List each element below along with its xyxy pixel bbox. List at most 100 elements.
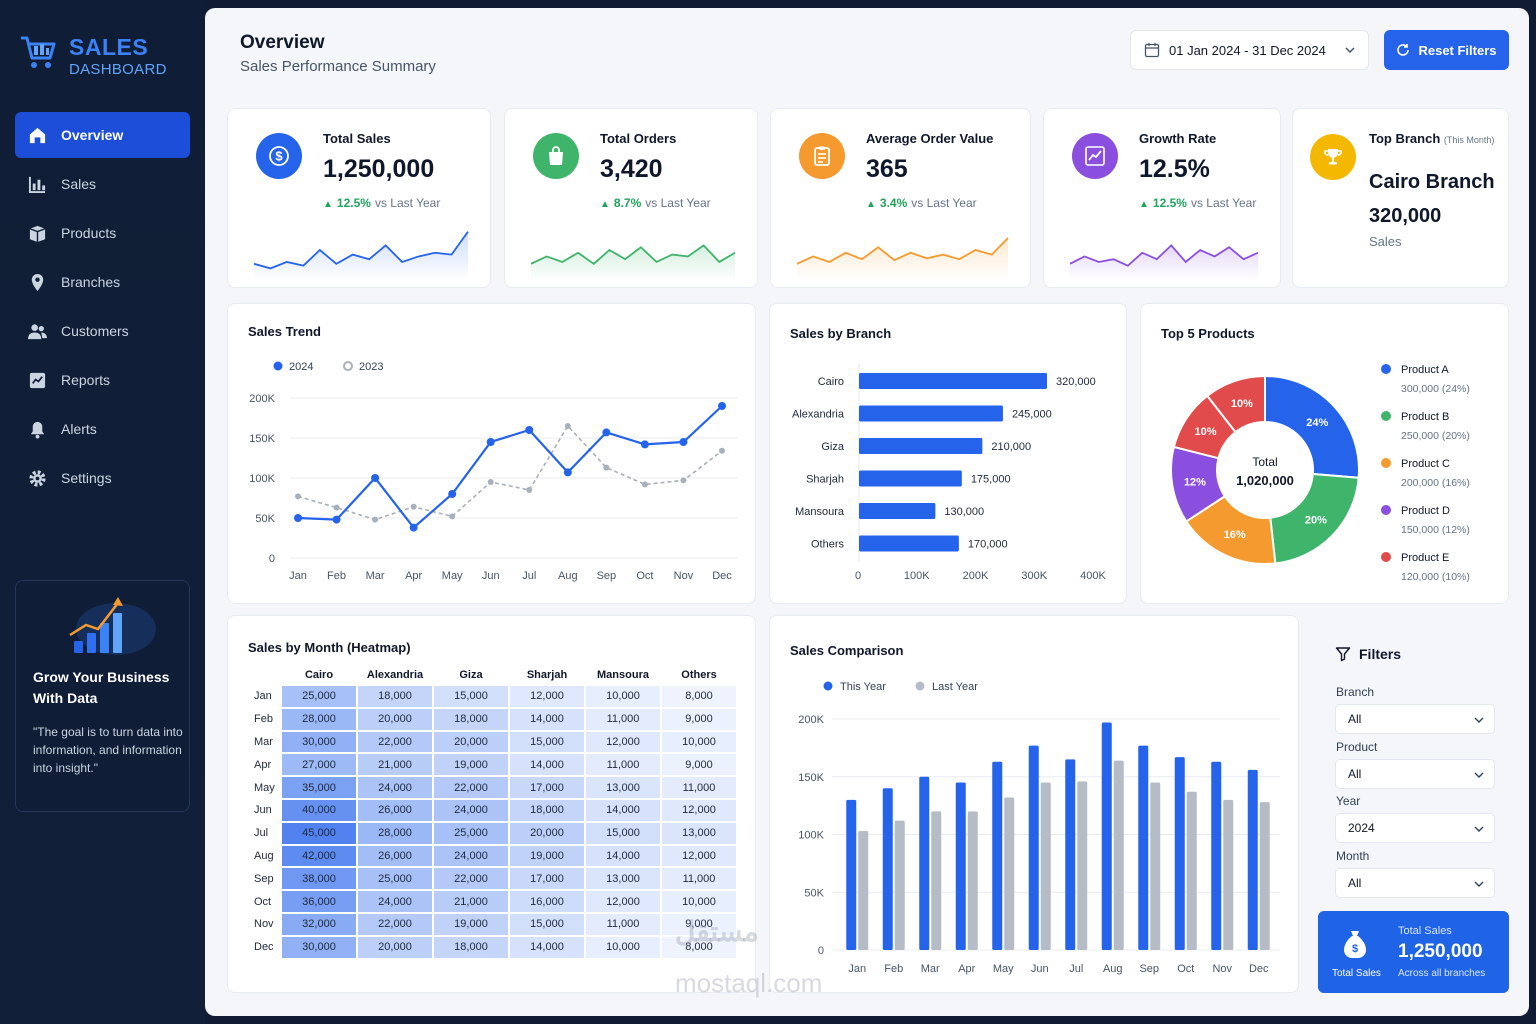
- heatmap-cell: 22,000: [434, 868, 508, 890]
- category-label: Mansoura: [795, 506, 845, 518]
- heatmap-card: Sales by Month (Heatmap) Cairo Alexandria…: [227, 615, 756, 993]
- heatmap-cell: 19,000: [434, 913, 508, 935]
- sales-by-branch-chart: 0 100K 200K 300K 400K Cairo 320,000 Alexandria 2…: [792, 364, 1107, 582]
- heatmap-cell: 9,000: [662, 913, 736, 935]
- heatmap-cell: 10,000: [586, 686, 660, 707]
- top-branch-value: 320,000: [1369, 205, 1442, 227]
- heatmap-cell: 12,000: [586, 731, 660, 753]
- legend-detail: 250,000 (20%): [1401, 430, 1470, 442]
- data-point: [333, 504, 340, 511]
- heatmap-cell: 18,000: [510, 799, 584, 821]
- report-icon: [27, 370, 47, 390]
- trend-icon: [1072, 133, 1118, 179]
- x-tick-label: 200K: [963, 570, 989, 582]
- bar: [967, 811, 978, 950]
- filters-title: Filters: [1359, 646, 1402, 662]
- legend-label: Product C: [1401, 458, 1450, 470]
- promo-title: Grow Your Business With Data: [33, 669, 170, 706]
- x-tick-label: Nov: [674, 570, 694, 582]
- heatmap-cell: 8,000: [662, 686, 736, 707]
- bar: [1186, 791, 1197, 950]
- y-tick-label: 200K: [249, 393, 275, 405]
- heatmap-row: Jun 40,000 26,000 24,000 18,000 14,000 12,000: [252, 799, 736, 821]
- heatmap-column-header: Mansoura: [597, 669, 649, 681]
- heatmap-cell: 12,000: [662, 845, 736, 867]
- sidebar-item-settings[interactable]: Settings: [15, 455, 190, 501]
- y-tick-label: 150K: [798, 772, 824, 784]
- date-range-picker[interactable]: 01 Jan 2024 - 31 Dec 2024: [1130, 30, 1369, 70]
- heatmap-cell: 11,000: [586, 913, 660, 935]
- kpi-sparkline: [531, 244, 736, 281]
- kpi-sparkline: [1070, 244, 1259, 281]
- heatmap-row-label: Feb: [254, 713, 273, 726]
- reset-filters-button[interactable]: Reset Filters: [1384, 30, 1509, 70]
- sidebar-item-reports[interactable]: Reports: [15, 357, 190, 403]
- gear-icon: [27, 468, 47, 488]
- data-point: [680, 477, 687, 484]
- sidebar-item-label: Branches: [61, 274, 121, 290]
- bar: [1004, 797, 1015, 950]
- kpi-change-suffix: vs Last Year: [374, 196, 441, 210]
- filter-select-product[interactable]: All: [1335, 758, 1495, 789]
- sales-trend-title: Sales Trend: [248, 324, 321, 339]
- x-tick-label: Nov: [1212, 963, 1232, 975]
- heatmap-corner: [252, 666, 280, 684]
- x-tick-label: May: [993, 963, 1014, 975]
- bar: [1040, 782, 1051, 950]
- legend-label: 2023: [359, 361, 383, 373]
- heatmap-cell: 13,000: [586, 777, 660, 798]
- brand-subtitle: DASHBOARD: [69, 61, 167, 78]
- filter-select-branch[interactable]: All: [1335, 704, 1495, 734]
- sidebar-item-label: Customers: [61, 323, 129, 339]
- svg-text:$: $: [1352, 943, 1358, 955]
- data-point: [371, 474, 380, 482]
- x-tick-label: 300K: [1021, 570, 1047, 582]
- refresh-icon: [1397, 44, 1410, 56]
- category-label: Giza: [821, 441, 845, 453]
- heatmap-cell: 18,000: [434, 936, 508, 958]
- data-point: [526, 487, 533, 493]
- bar: [859, 438, 983, 454]
- sidebar-item-products[interactable]: Products: [15, 210, 190, 256]
- kpi-sparkline: [797, 237, 1009, 281]
- heatmap-row: Aug 42,000 26,000 24,000 19,000 14,000 12,000: [252, 845, 736, 867]
- filter-select-year[interactable]: 2024: [1335, 813, 1495, 843]
- shopping-cart-icon: [21, 36, 56, 68]
- slice-label: 20%: [1305, 515, 1327, 527]
- slice-label: 10%: [1195, 426, 1217, 438]
- legend-label: Product B: [1401, 411, 1449, 423]
- arrow-up-icon: ▲: [323, 199, 333, 210]
- heatmap-cell: 19,000: [434, 754, 508, 776]
- y-tick-label: 0: [818, 945, 824, 957]
- date-range-value: 01 Jan 2024 - 31 Dec 2024: [1169, 42, 1326, 58]
- legend-marker: [343, 361, 353, 371]
- series-line-2023: [297, 424, 723, 521]
- heatmap-cell: 11,000: [662, 868, 736, 890]
- data-point: [641, 481, 648, 488]
- heatmap-row: Oct 36,000 24,000 21,000 16,000 12,000 10,000: [252, 891, 736, 912]
- data-point: [486, 438, 495, 446]
- sparkline-line: [531, 244, 736, 265]
- sidebar-item-alerts[interactable]: Alerts: [15, 406, 190, 452]
- calendar-icon: [1144, 43, 1160, 58]
- kpi-value: 1,250,000: [323, 155, 435, 183]
- brand-logo[interactable]: SALES DASHBOARD: [18, 32, 166, 78]
- filter-select-month[interactable]: All: [1335, 867, 1495, 898]
- reset-filters-label: Reset Filters: [1418, 42, 1497, 58]
- data-point: [602, 428, 611, 437]
- heatmap-cell: 15,000: [510, 913, 584, 935]
- y-tick-label: 50K: [804, 887, 824, 899]
- sidebar-item-customers[interactable]: Customers: [15, 308, 190, 354]
- legend-detail: 120,000 (10%): [1401, 571, 1470, 583]
- sidebar-item-branches[interactable]: Branches: [15, 259, 190, 305]
- sidebar-item-sales[interactable]: Sales: [15, 161, 190, 207]
- heatmap-cell: 27,000: [282, 754, 356, 776]
- y-tick-label: 0: [269, 553, 275, 565]
- legend-label: Product A: [1401, 364, 1449, 376]
- kpi-sparkline: [254, 231, 469, 281]
- kpi-label: Average Order Value: [866, 131, 994, 146]
- x-tick-label: Feb: [327, 570, 346, 582]
- heatmap-row-label: May: [254, 781, 275, 794]
- sidebar-item-overview[interactable]: Overview: [15, 112, 190, 158]
- heatmap-cell: 15,000: [586, 822, 660, 844]
